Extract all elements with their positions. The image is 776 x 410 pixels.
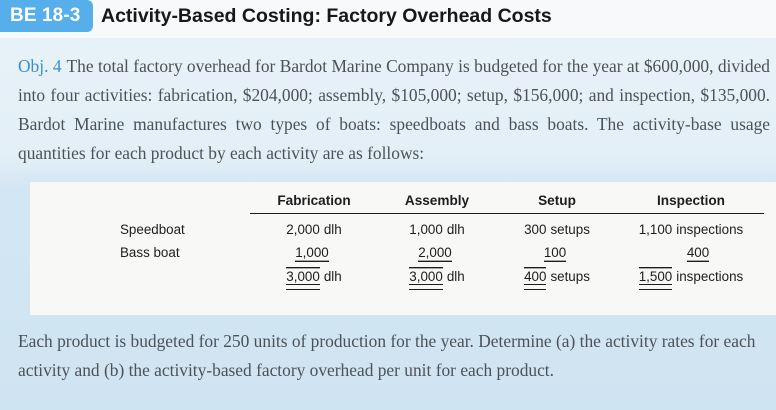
intro-text: The total factory overhead for Bardot Ma…	[18, 56, 770, 163]
cell-bass-boat-setup: 100	[496, 239, 618, 262]
cell-value: 3,000	[409, 268, 443, 290]
cell-value: 1,100	[638, 221, 673, 237]
table-row: Speedboat 2,000 dlh 1,000 dlh 300 setups	[118, 214, 764, 239]
cell-total-assembly: 3,000 dlh	[378, 262, 496, 290]
cell-speedboat-setup: 300 setups	[496, 214, 618, 239]
cell-value: 400	[686, 244, 710, 260]
cell-value: 100	[543, 244, 567, 260]
activity-usage-panel: Fabrication Assembly Setup Inspection Sp…	[30, 182, 776, 315]
cell-unit: dlh	[446, 268, 465, 284]
cell-bass-boat-assembly: 2,000	[378, 239, 496, 262]
cell-total-fabrication: 3,000 dlh	[250, 262, 378, 290]
cell-unit: dlh	[323, 268, 342, 284]
closing-paragraph: Each product is budgeted for 250 units o…	[18, 331, 756, 380]
cell-value: 300	[524, 221, 547, 237]
column-header-setup: Setup	[496, 191, 618, 214]
cell-value: 3,000	[286, 268, 320, 290]
cell-unit: dlh	[446, 221, 465, 237]
cell-value: 400	[524, 268, 547, 290]
cell-unit: inspections	[676, 268, 744, 284]
cell-value: 1,500	[638, 268, 673, 290]
cell-speedboat-inspection: 1,100 inspections	[618, 214, 764, 239]
cell-unit: setups	[550, 268, 590, 284]
page-title: Activity-Based Costing: Factory Overhead…	[101, 5, 552, 27]
row-label-speedboat: Speedboat	[120, 221, 185, 237]
exercise-header: BE 18-3 Activity-Based Costing: Factory …	[0, 0, 776, 38]
cell-value: 2,000	[286, 221, 320, 237]
exercise-number-badge: BE 18-3	[0, 0, 94, 32]
cell-unit: setups	[550, 221, 590, 237]
cell-speedboat-assembly: 1,000 dlh	[378, 214, 496, 239]
cell-bass-boat-fabrication: 1,000	[250, 239, 378, 262]
cell-total-inspection: 1,500 inspections	[618, 262, 764, 290]
table-header-row: Fabrication Assembly Setup Inspection	[118, 191, 764, 214]
cell-speedboat-fabrication: 2,000 dlh	[250, 214, 378, 239]
column-header-assembly: Assembly	[378, 191, 496, 214]
objective-tag: Obj. 4	[18, 56, 62, 76]
row-label-total	[118, 262, 250, 286]
column-header-fabrication: Fabrication	[250, 191, 378, 214]
cell-unit: inspections	[676, 221, 744, 237]
cell-value: 1,000	[295, 244, 329, 260]
cell-value: 2,000	[418, 244, 452, 260]
cell-bass-boat-inspection: 400	[618, 239, 764, 262]
column-header-blank	[118, 191, 250, 214]
column-header-inspection: Inspection	[618, 191, 764, 214]
activity-usage-table: Fabrication Assembly Setup Inspection Sp…	[118, 191, 764, 290]
table-row: Bass boat 1,000 2,000 100	[118, 239, 764, 262]
cell-total-setup: 400 setups	[496, 262, 618, 290]
cell-value: 1,000	[409, 221, 443, 237]
row-label-bass-boat: Bass boat	[120, 244, 180, 260]
intro-paragraph: Obj. 4 The total factory overhead for Bar…	[18, 52, 770, 168]
cell-unit: dlh	[323, 221, 342, 237]
table-total-row: 3,000 dlh 3,000 dlh 400 setups	[118, 262, 764, 290]
